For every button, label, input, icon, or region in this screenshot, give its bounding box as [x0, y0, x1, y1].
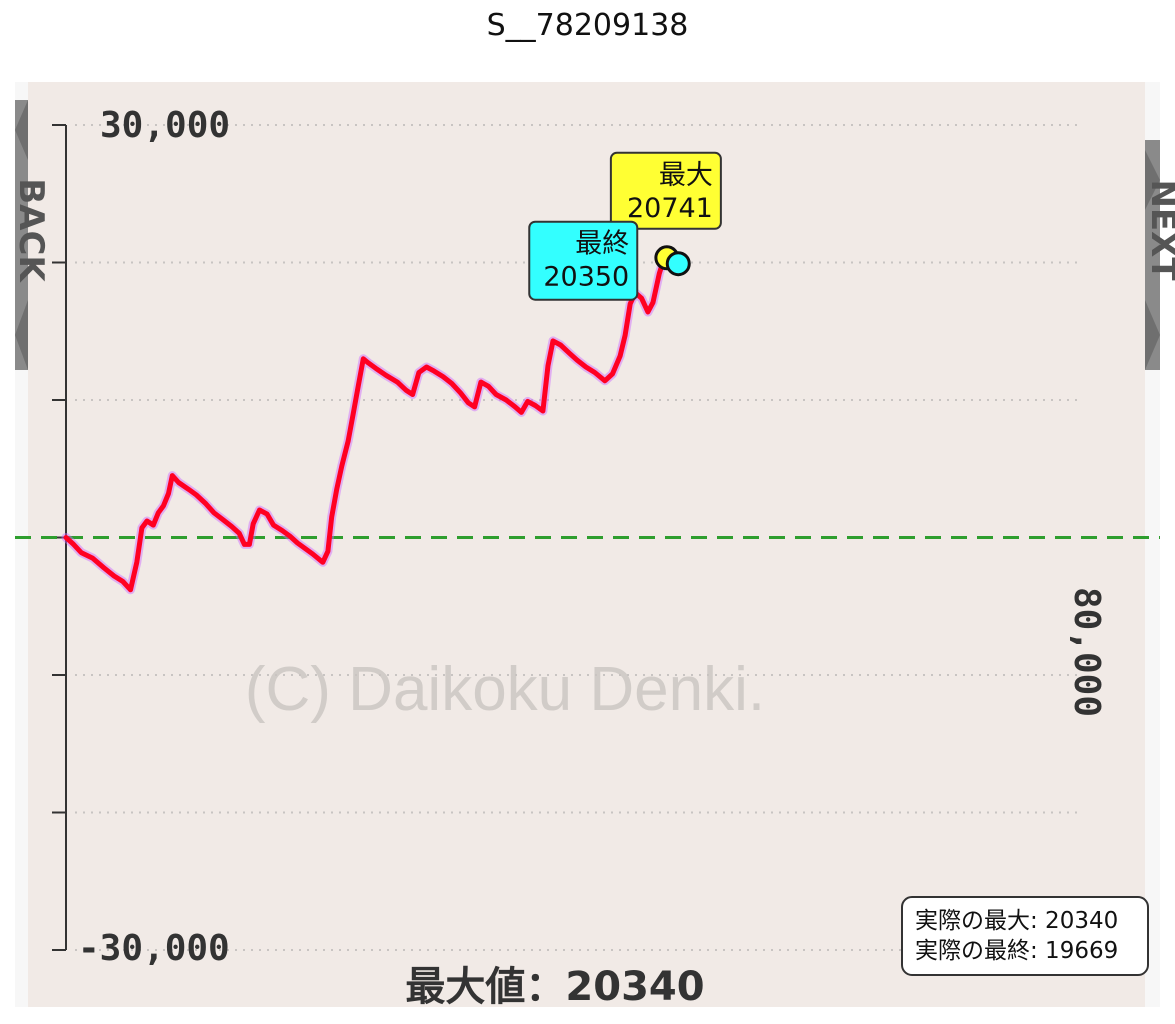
page-title: S__78209138	[486, 8, 689, 43]
watermark: (C) Daikoku Denki.	[245, 655, 765, 724]
next-nav[interactable]: NEXT	[1143, 140, 1175, 370]
back-chevron-icon-lower	[15, 300, 28, 370]
next-chevron-icon-lower	[1145, 300, 1160, 370]
marker-dot	[665, 251, 691, 277]
info-actual-max: 実際の最大: 20340	[915, 908, 1118, 934]
series-line	[63, 255, 667, 593]
back-nav-label: BACK	[11, 178, 51, 283]
info-actual-final: 実際の最終: 19669	[915, 938, 1118, 964]
y-tick-label-top: 30,000	[100, 105, 230, 146]
marker-label-name: 最大	[659, 160, 713, 191]
marker-label-value: 20741	[627, 193, 713, 224]
marker-label-value: 20350	[543, 262, 629, 293]
y-tick-label-bottom: -30,000	[78, 928, 230, 969]
footer-max-label: 最大値：20340	[405, 964, 704, 1010]
back-nav-bar	[15, 100, 28, 370]
x-label-right: 80,000	[1066, 587, 1107, 717]
next-nav-label: NEXT	[1143, 179, 1175, 281]
next-chevron-icon	[1145, 150, 1160, 210]
back-chevron-icon	[15, 100, 28, 160]
series-layer	[61, 253, 669, 595]
marker-label-name: 最終	[575, 229, 629, 260]
back-nav[interactable]: BACK	[11, 100, 51, 370]
marker-label-box	[528, 220, 639, 301]
marker-label-box	[609, 151, 722, 230]
info-box-frame	[901, 896, 1149, 976]
info-box: 実際の最大: 20340 実際の最終: 19669	[901, 896, 1149, 976]
